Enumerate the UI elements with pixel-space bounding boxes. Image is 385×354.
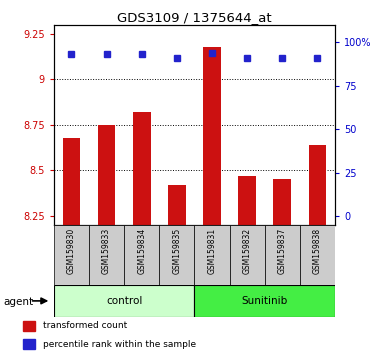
Text: GSM159833: GSM159833 <box>102 228 111 274</box>
Bar <box>89 225 124 285</box>
Text: agent: agent <box>4 297 34 307</box>
Bar <box>63 137 80 225</box>
Text: Sunitinib: Sunitinib <box>241 296 288 306</box>
Bar <box>23 339 35 349</box>
Bar <box>194 225 229 285</box>
Text: control: control <box>106 296 142 306</box>
Text: transformed count: transformed count <box>43 321 127 330</box>
Text: GSM159834: GSM159834 <box>137 228 146 274</box>
Bar <box>98 125 116 225</box>
Bar <box>54 225 89 285</box>
Bar <box>265 225 300 285</box>
Bar <box>194 285 335 317</box>
Bar <box>168 185 186 225</box>
Bar <box>159 225 194 285</box>
Text: percentile rank within the sample: percentile rank within the sample <box>43 339 196 349</box>
Text: GSM159838: GSM159838 <box>313 228 322 274</box>
Bar <box>273 179 291 225</box>
Text: GSM159835: GSM159835 <box>172 228 181 274</box>
Bar <box>203 47 221 225</box>
Text: GSM159832: GSM159832 <box>243 228 252 274</box>
Bar <box>124 225 159 285</box>
Text: GSM159831: GSM159831 <box>208 228 216 274</box>
Text: GSM159837: GSM159837 <box>278 228 287 274</box>
Bar <box>23 321 35 331</box>
Bar <box>54 285 194 317</box>
Bar <box>238 176 256 225</box>
Text: GSM159830: GSM159830 <box>67 228 76 274</box>
Bar <box>300 225 335 285</box>
Bar <box>229 225 265 285</box>
Title: GDS3109 / 1375644_at: GDS3109 / 1375644_at <box>117 11 272 24</box>
Bar <box>309 145 326 225</box>
Bar <box>133 112 151 225</box>
